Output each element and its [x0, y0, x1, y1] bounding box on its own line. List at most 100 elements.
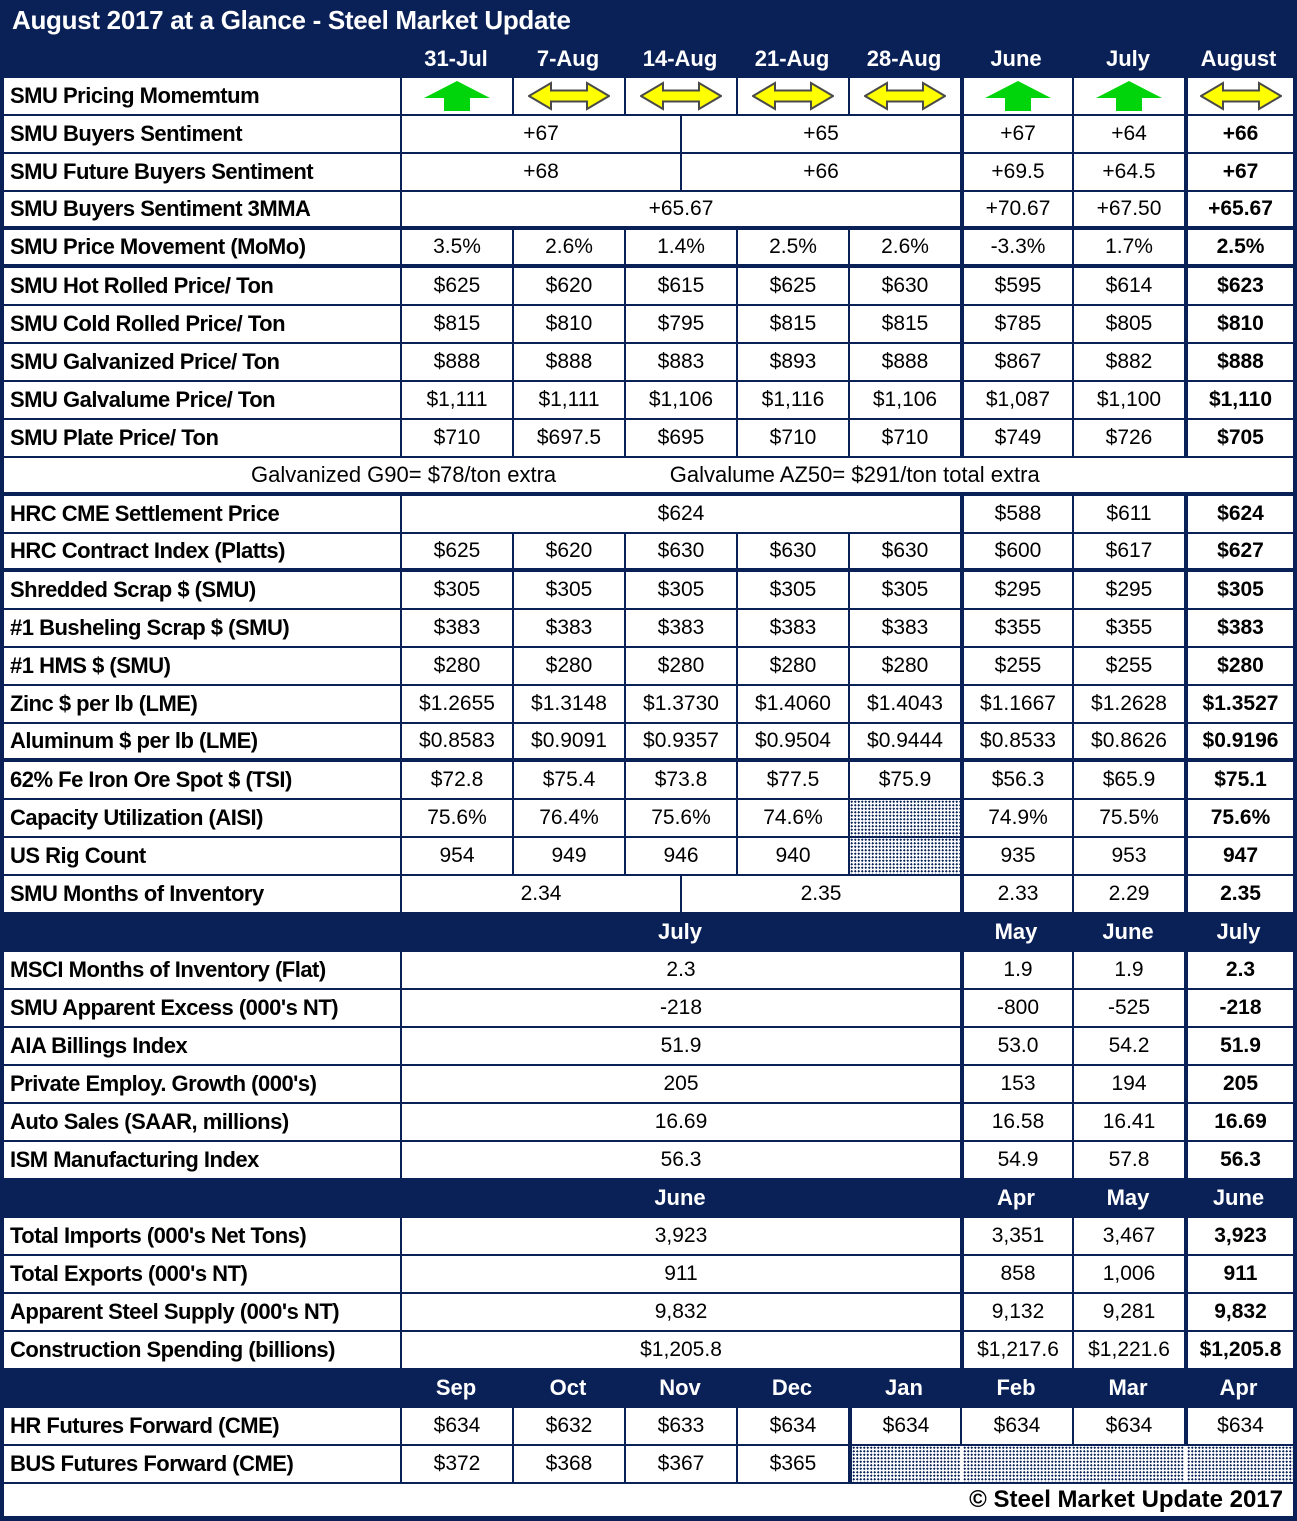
row-aluminum-per-lb-lme: Aluminum $ per lb (LME) $0.8583 $0.9091 $0.…	[4, 724, 1293, 762]
row-capacity-utilization-aisi: Capacity Utilization (AISI) 75.6% 76.4% 75.…	[4, 800, 1293, 838]
period-subheader: July	[1216, 919, 1261, 944]
table-cell: 2.29	[1072, 876, 1184, 912]
table-cell: 2.35	[1184, 876, 1293, 912]
split-weekly-cell: +68 +66	[400, 154, 960, 190]
table-cell: +65	[680, 116, 960, 152]
table-cell: $630	[848, 268, 960, 304]
table-cell: 74.6%	[736, 800, 848, 836]
table-cell: 1.4%	[624, 230, 736, 264]
table-cell: 54.9	[960, 1142, 1072, 1178]
row-label: SMU Pricing Momemtum	[10, 83, 260, 108]
table-cell: $0.8533	[960, 724, 1072, 758]
table-cell: $634	[960, 1408, 1072, 1444]
table-cell: +69.5	[960, 154, 1072, 190]
table-cell: $630	[624, 534, 736, 568]
table-cell: 935	[960, 838, 1072, 874]
row-label: MSCI Months of Inventory (Flat)	[10, 957, 326, 982]
table-cell: $883	[624, 344, 736, 380]
period-subheader: Feb	[996, 1375, 1036, 1400]
table-cell: $1.3148	[512, 686, 624, 722]
table-cell: $630	[848, 534, 960, 568]
table-cell: $1.4043	[848, 686, 960, 722]
table-cell: $867	[960, 344, 1072, 380]
subheader-row: Sep Oct Nov Dec Jan Feb Mar Apr	[4, 1370, 1293, 1408]
table-cell: $634	[1184, 1408, 1293, 1444]
row-label: SMU Future Buyers Sentiment	[10, 159, 314, 184]
no-data-hatch-cell	[1184, 1446, 1293, 1482]
row-label: Shredded Scrap $ (SMU)	[10, 577, 256, 602]
table-cell: 75.6%	[624, 800, 736, 836]
table-cell: 911	[1184, 1256, 1293, 1292]
split-weekly-cell: +67 +65	[400, 116, 960, 152]
table-cell: $1,221.6	[1072, 1332, 1184, 1368]
table-cell: $710	[848, 420, 960, 456]
table-cell: 947	[1184, 838, 1293, 874]
table-cell: $368	[512, 1446, 624, 1482]
table-cell: 3.5%	[400, 230, 512, 264]
table-cell: $634	[848, 1408, 960, 1444]
table-cell: $815	[848, 306, 960, 342]
table-cell: $72.8	[400, 762, 512, 798]
momentum-cell	[960, 78, 1072, 114]
row-label: Capacity Utilization (AISI)	[10, 805, 263, 830]
momentum-cell	[400, 78, 512, 114]
row-label: #1 HMS $ (SMU)	[10, 653, 171, 678]
merged-weekly-cell: 911	[400, 1256, 960, 1292]
table-cell: $1,106	[624, 382, 736, 418]
row-hr-futures-forward-cme: HR Futures Forward (CME) $634 $632 $633 $634…	[4, 1408, 1293, 1446]
table-cell: 954	[400, 838, 512, 874]
no-data-hatch-cell	[848, 800, 960, 836]
table-cell: -800	[960, 990, 1072, 1026]
row-label: Aluminum $ per lb (LME)	[10, 728, 258, 753]
left-right-arrow-icon	[864, 81, 946, 111]
table-cell: $600	[960, 534, 1072, 568]
table-cell: -525	[1072, 990, 1184, 1026]
table-cell: $625	[736, 268, 848, 304]
table-cell: 946	[624, 838, 736, 874]
table-cell: +67.50	[1072, 192, 1184, 226]
merged-weekly-cell: 16.69	[400, 1104, 960, 1140]
row-label: Zinc $ per lb (LME)	[10, 691, 198, 716]
table-cell: 53.0	[960, 1028, 1072, 1064]
column-header-july: July	[1105, 46, 1151, 71]
row-label: SMU Price Movement (MoMo)	[10, 234, 306, 259]
table-cell: $77.5	[736, 762, 848, 798]
table-cell: +68	[523, 160, 559, 183]
table-cell: $615	[624, 268, 736, 304]
row-zinc-per-lb-lme: Zinc $ per lb (LME) $1.2655 $1.3148 $1.3730…	[4, 686, 1293, 724]
footer-row: © Steel Market Update 2017	[4, 1484, 1293, 1521]
copyright-text: © Steel Market Update 2017	[969, 1486, 1283, 1513]
extras-note-row: Galvanized G90= $78/ton extra Galvalume A…	[4, 458, 1293, 492]
left-right-arrow-icon	[1199, 81, 1282, 111]
table-cell: $305	[848, 572, 960, 608]
galvalume-extra-note: Galvalume AZ50= $291/ton total extra	[669, 462, 1040, 487]
row-label: SMU Months of Inventory	[10, 881, 264, 906]
left-right-arrow-icon	[640, 81, 722, 111]
table-cell: $634	[400, 1408, 512, 1444]
table-cell: $630	[736, 534, 848, 568]
table-cell: $695	[624, 420, 736, 456]
table-cell: 1,006	[1072, 1256, 1184, 1292]
table-cell: $355	[1072, 610, 1184, 646]
table-cell: $56.3	[960, 762, 1072, 798]
period-subheader: Jan	[885, 1375, 923, 1400]
row-label: HR Futures Forward (CME)	[10, 1413, 280, 1438]
row-smu-pricing-momemtum: SMU Pricing Momemtum	[4, 78, 1293, 116]
row-total-imports-000-s-net-tons: Total Imports (000's Net Tons) 3,923 3,351…	[4, 1218, 1293, 1256]
row-label: SMU Galvanized Price/ Ton	[10, 349, 280, 374]
period-subheader: July	[657, 919, 703, 944]
table-cell: $1.3527	[1184, 686, 1293, 722]
table-cell: $65.9	[1072, 762, 1184, 798]
momentum-cell	[512, 78, 624, 114]
table-cell: $305	[624, 572, 736, 608]
table-cell: -218	[1184, 990, 1293, 1026]
row-auto-sales-saar-millions: Auto Sales (SAAR, millions) 16.69 16.58 16.…	[4, 1104, 1293, 1142]
merged-weekly-cell: +65.67	[400, 192, 960, 226]
row-smu-apparent-excess-000-s-nt: SMU Apparent Excess (000's NT) -218 -800 -5…	[4, 990, 1293, 1028]
table-cell: $805	[1072, 306, 1184, 342]
table-cell: +70.67	[960, 192, 1072, 226]
split-weekly-cell: 2.34 2.35	[400, 876, 960, 912]
table-cell: $305	[1184, 572, 1293, 608]
row-apparent-steel-supply-000-s-nt: Apparent Steel Supply (000's NT) 9,832 9,1…	[4, 1294, 1293, 1332]
table-cell: $710	[736, 420, 848, 456]
